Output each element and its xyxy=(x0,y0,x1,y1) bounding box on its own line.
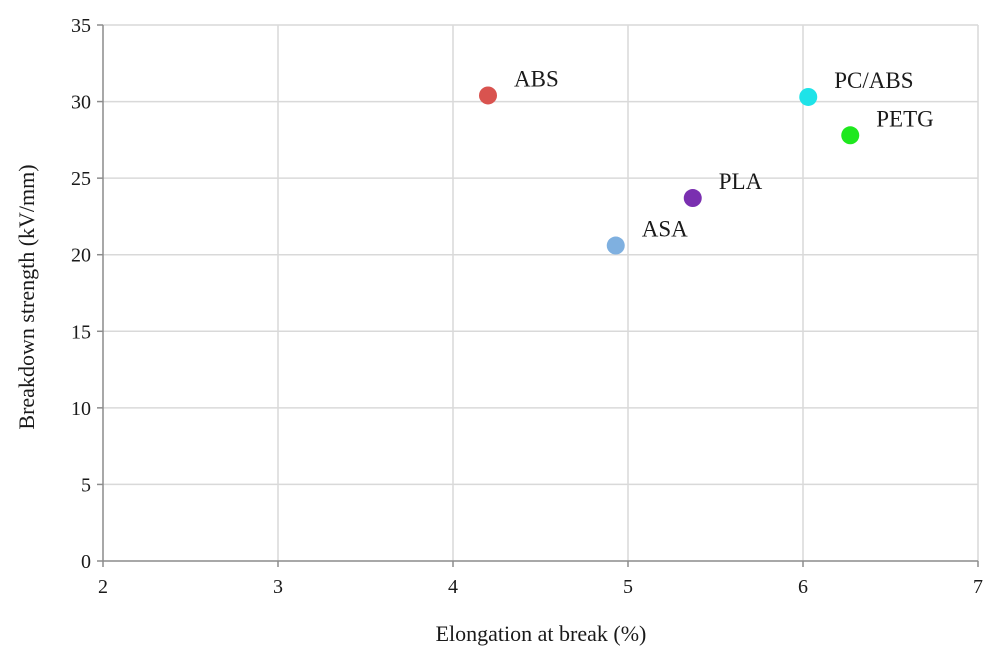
y-axis-title: Breakdown strength (kV/mm) xyxy=(14,164,39,429)
data-label-pla: PLA xyxy=(719,169,763,194)
data-labels: ABS PC/ABS PETG PLA ASA xyxy=(514,66,934,241)
data-label-abs: ABS xyxy=(514,66,559,91)
data-label-asa: ASA xyxy=(642,217,688,242)
y-tick-label: 15 xyxy=(71,321,91,343)
y-tick-label: 20 xyxy=(71,245,91,267)
data-point-pc-abs xyxy=(799,87,818,106)
y-tick-label: 10 xyxy=(71,398,91,420)
x-tick-label: 7 xyxy=(973,576,983,598)
y-tick-label: 0 xyxy=(81,551,91,573)
y-tick-labels: 0 5 10 15 20 25 30 35 xyxy=(71,15,91,573)
x-tick-label: 4 xyxy=(448,576,458,598)
data-point-asa xyxy=(606,236,625,255)
data-label-petg: PETG xyxy=(876,106,934,131)
x-tick-label: 2 xyxy=(98,576,108,598)
y-tick-label: 35 xyxy=(71,15,91,37)
x-axis-title: Elongation at break (%) xyxy=(436,621,647,646)
y-tick-label: 25 xyxy=(71,168,91,190)
data-points xyxy=(479,86,860,255)
x-tick-label: 5 xyxy=(623,576,633,598)
axes xyxy=(97,24,979,567)
data-point-petg xyxy=(841,126,860,145)
x-tick-label: 3 xyxy=(273,576,283,598)
data-point-abs xyxy=(479,86,497,105)
x-tick-label: 6 xyxy=(798,576,808,598)
grid-lines xyxy=(103,24,979,561)
y-tick-label: 5 xyxy=(81,474,91,496)
data-label-pc-abs: PC/ABS xyxy=(834,68,913,93)
x-tick-labels: 2 3 4 5 6 7 xyxy=(98,576,983,598)
data-point-pla xyxy=(683,189,702,208)
y-tick-label: 30 xyxy=(71,92,91,114)
